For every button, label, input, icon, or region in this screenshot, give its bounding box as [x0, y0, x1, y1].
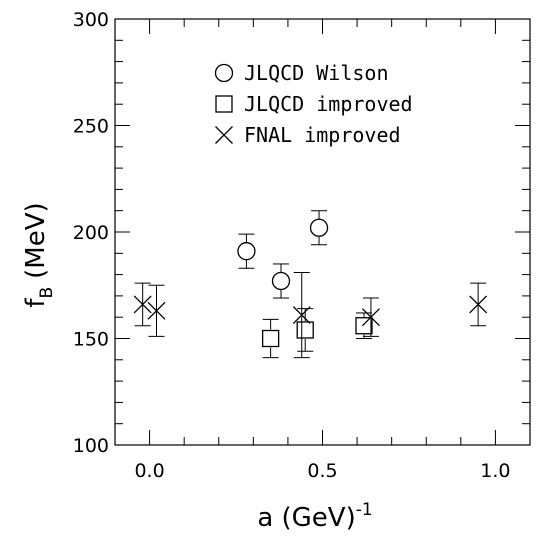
data-point-square [296, 308, 314, 352]
legend-label: JLQCD improved [244, 92, 413, 116]
legend-entry: JLQCD Wilson [214, 61, 389, 85]
y-tick-label: 150 [73, 329, 109, 351]
marker-cross [133, 295, 152, 314]
x-axis-label-text: a (GeV) [257, 503, 355, 533]
marker-cross [292, 306, 311, 325]
data-point-circle [271, 263, 291, 299]
data-point-cross [133, 282, 152, 327]
marks-layer [133, 210, 488, 359]
legend-entry: FNAL improved [215, 123, 401, 147]
legend-marker-cross [215, 126, 233, 144]
series-circle [237, 210, 329, 299]
x-tick-label: 0.5 [307, 460, 337, 482]
marker-square [261, 329, 280, 348]
series-cross [133, 271, 488, 359]
y-axis-label: fB (MeV) [21, 202, 57, 307]
marker-square [296, 321, 314, 339]
y-tick-label: 100 [73, 435, 109, 457]
legend: JLQCD Wilson JLQCD improved FNAL improved [214, 61, 413, 147]
marker-cross [361, 308, 380, 327]
y-axis-label-text: f [21, 298, 51, 308]
legend-label: JLQCD Wilson [244, 61, 389, 85]
x-tick-label: 1.0 [480, 460, 510, 482]
legend-entry: JLQCD improved [215, 92, 413, 116]
series-square [261, 308, 373, 359]
legend-label: FNAL improved [244, 123, 401, 147]
marker-cross [147, 301, 166, 320]
axis-labels: a (GeV)-1 fB (MeV) [21, 202, 373, 533]
data-point-cross [147, 284, 166, 337]
error-bar [238, 233, 255, 269]
data-point-cross [292, 271, 311, 359]
axes-layer: 100 150 200 250 300 0.0 0.5 1.0 [73, 9, 531, 482]
y-tick-label: 200 [73, 222, 109, 244]
error-bar [262, 318, 279, 359]
y-tick-label: 300 [73, 9, 109, 31]
error-bar [273, 263, 289, 299]
marker-circle [237, 242, 256, 261]
marker-square [355, 317, 373, 335]
y-tick-label: 250 [73, 116, 109, 138]
x-axis-label: a (GeV)-1 [257, 500, 372, 533]
data-point-square [261, 318, 280, 359]
error-bar [311, 210, 328, 246]
data-point-circle [309, 210, 329, 246]
marker-cross [469, 295, 488, 314]
x-axis-label-superscript: -1 [356, 500, 373, 520]
data-point-circle [237, 233, 256, 269]
data-point-cross [361, 297, 380, 337]
data-point-cross [469, 282, 488, 327]
y-axis-label-subscript: B [37, 287, 57, 299]
y-axis-label-unit: (MeV) [21, 202, 51, 279]
marker-circle [309, 218, 329, 237]
marker-circle [271, 271, 291, 291]
x-tick-label: 0.0 [134, 460, 164, 482]
error-bar [297, 308, 314, 352]
legend-marker-square [215, 95, 233, 113]
legend-marker-circle [214, 63, 234, 83]
data-point-square [355, 312, 373, 339]
